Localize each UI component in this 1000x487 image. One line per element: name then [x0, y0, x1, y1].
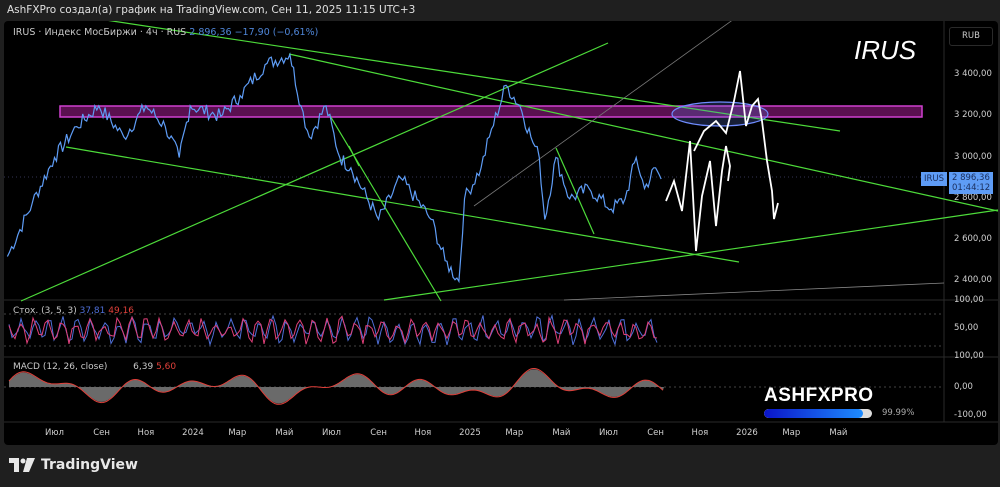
zone-rectangle[interactable] [59, 105, 923, 118]
bar-countdown: 01:44:12 [952, 183, 991, 193]
time-tick: Сен [93, 428, 110, 438]
time-tick: Июл [322, 428, 341, 438]
price-line [6, 52, 662, 284]
symbol-annotation-text[interactable]: IRUS [854, 35, 917, 65]
stoch-tick-50: 50,00 [954, 323, 979, 333]
stoch-d-value: 49,16 [108, 306, 135, 316]
time-tick: Июл [599, 428, 618, 438]
macd-title: MACD (12, 26, close) [13, 362, 108, 372]
time-tick: Мар [782, 428, 801, 438]
last-price: 2 896,36 [189, 27, 232, 38]
trendlines[interactable] [20, 21, 998, 302]
chart-canvas[interactable] [4, 21, 998, 445]
tradingview-logo[interactable]: TradingView [9, 457, 138, 473]
price-tick: 2 600,00 [954, 234, 992, 245]
time-tick: Ноя [137, 428, 155, 438]
macd-histogram [9, 369, 664, 404]
projection-drawing[interactable] [665, 70, 779, 252]
brand-progress-label: 99.99% [882, 408, 915, 418]
time-tick: Май [829, 428, 848, 438]
price-tick: 2 800,00 [954, 192, 992, 203]
price-tick: 3 400,00 [954, 69, 992, 79]
macd-signal-value: 5,60 [156, 362, 177, 372]
symbol-info: IRUS · Индекс МосБиржи · 4ч · RUS [13, 27, 187, 38]
time-tick: Сен [647, 428, 664, 438]
symbol-legend[interactable]: IRUS · Индекс МосБиржи · 4ч · RUS 2 896,… [13, 27, 318, 38]
target-ellipse[interactable] [671, 101, 769, 127]
brand-watermark: ASHFXPRO [764, 385, 874, 406]
time-tick: 2026 [736, 428, 758, 438]
time-tick: Июл [45, 428, 64, 438]
macd-pane [8, 368, 664, 405]
macd-tick-100: 100,00 [954, 351, 984, 361]
macd-signal-line [8, 368, 664, 405]
time-tick: 2024 [182, 428, 204, 438]
price-tick: 3 000,00 [954, 151, 992, 162]
chart-frame[interactable]: IRUS · Индекс МосБиржи · 4ч · RUS 2 896,… [4, 21, 998, 445]
stoch-legend[interactable]: Стох. (3, 5, 3) 37,81 49,16 [13, 306, 134, 316]
price-tag-price: 2 896,36 [952, 173, 990, 183]
brand-progress-fill [764, 409, 864, 418]
thin-trendline[interactable] [473, 21, 734, 207]
time-tick: Май [552, 428, 571, 438]
macd-tick-minus100: -100,00 [954, 410, 987, 420]
time-tick: Ноя [414, 428, 432, 438]
brand-progress-bar [764, 409, 872, 418]
stoch-k-value: 37,81 [79, 306, 106, 316]
time-tick: Мар [505, 428, 524, 438]
stoch-tick-100: 100,00 [954, 295, 984, 305]
time-tick: Ноя [691, 428, 709, 438]
chart-caption: AshFXPro создал(а) график на TradingView… [7, 4, 416, 16]
macd-legend[interactable]: MACD (12, 26, close) 6,39 5,60 [13, 362, 176, 372]
time-tick: Май [275, 428, 294, 438]
time-tick: Мар [228, 428, 247, 438]
tradingview-logo-text: TradingView [41, 457, 138, 473]
stochastic-pane [8, 313, 658, 347]
price-tag-symbol: IRUS [921, 172, 948, 186]
price-tick: 2 400,00 [954, 275, 992, 286]
time-tick: Сен [370, 428, 387, 438]
macd-value: 6,39 [133, 362, 154, 372]
price-tick: 3 200,00 [954, 110, 992, 121]
thin-baseline[interactable] [563, 282, 945, 301]
stoch-d-line [8, 315, 658, 345]
stoch-title: Стох. (3, 5, 3) [13, 306, 77, 316]
macd-tick-0: 0,00 [954, 382, 973, 392]
time-tick: 2025 [459, 428, 481, 438]
stoch-k-line [8, 313, 658, 347]
currency-button[interactable]: RUB [949, 27, 993, 46]
tradingview-logo-icon [9, 458, 35, 472]
price-change: −17,90 (−0,61%) [234, 27, 319, 38]
